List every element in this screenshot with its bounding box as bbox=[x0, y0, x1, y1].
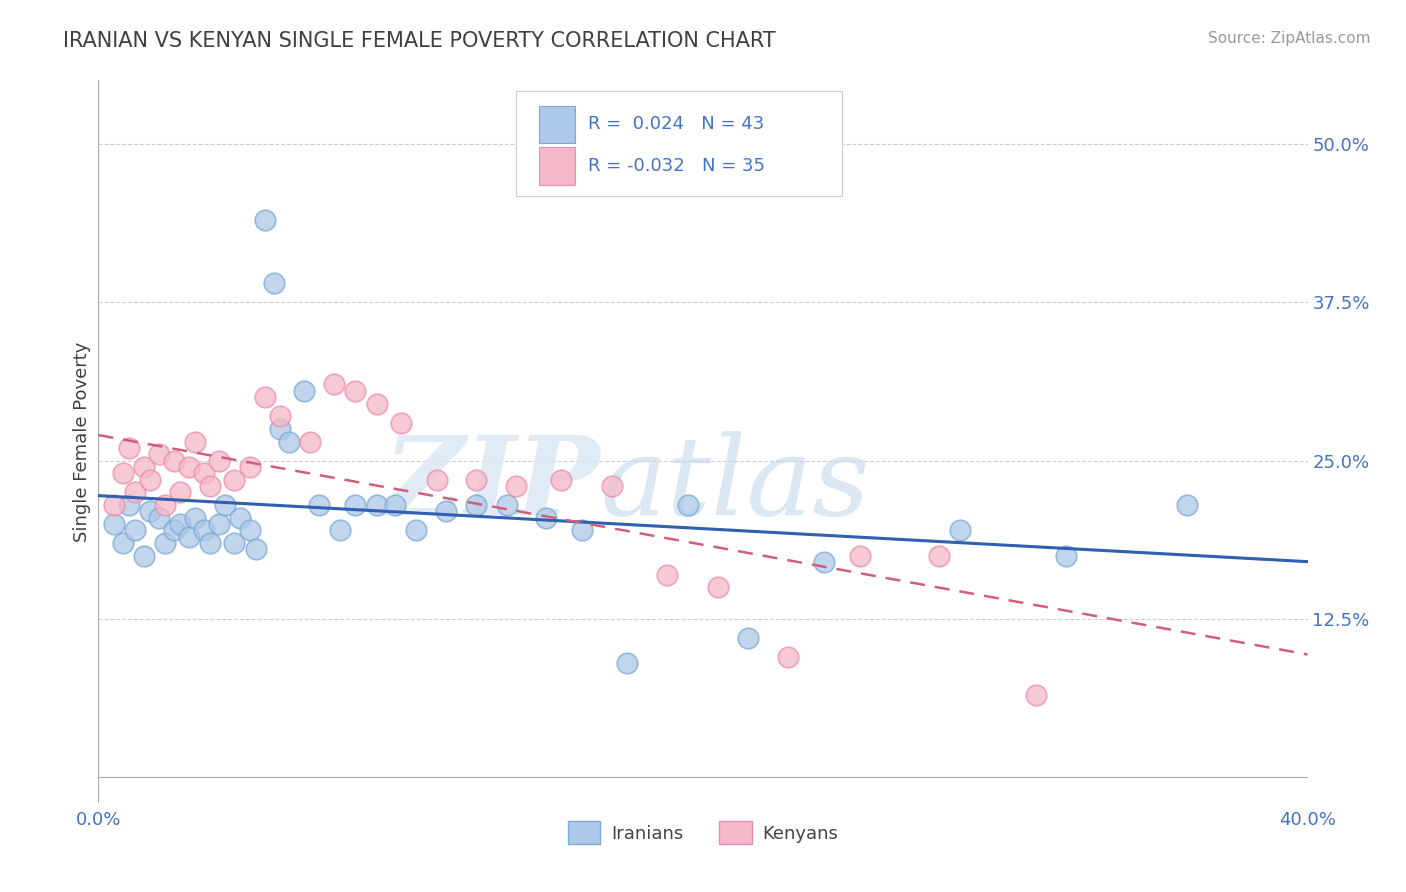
Point bbox=[214, 498, 236, 512]
Point bbox=[208, 516, 231, 531]
Point bbox=[602, 479, 624, 493]
Point bbox=[344, 384, 367, 398]
Point bbox=[253, 390, 276, 404]
Text: ZIP: ZIP bbox=[384, 431, 600, 539]
Point bbox=[928, 549, 950, 563]
Point bbox=[200, 479, 222, 493]
Point bbox=[208, 453, 231, 467]
Point bbox=[179, 530, 201, 544]
Point bbox=[253, 212, 276, 227]
Point bbox=[949, 523, 972, 537]
Point bbox=[813, 555, 835, 569]
Point bbox=[184, 434, 207, 449]
Point bbox=[263, 276, 285, 290]
Point bbox=[148, 447, 170, 461]
Text: R = -0.032   N = 35: R = -0.032 N = 35 bbox=[588, 157, 765, 175]
Point bbox=[184, 510, 207, 524]
Point bbox=[1054, 549, 1077, 563]
Point bbox=[344, 498, 367, 512]
Point bbox=[239, 459, 262, 474]
Point bbox=[179, 459, 201, 474]
Point bbox=[550, 473, 572, 487]
Point bbox=[118, 498, 141, 512]
Text: Source: ZipAtlas.com: Source: ZipAtlas.com bbox=[1208, 31, 1371, 46]
Point bbox=[132, 459, 155, 474]
Point bbox=[299, 434, 322, 449]
Point bbox=[405, 523, 427, 537]
FancyBboxPatch shape bbox=[516, 91, 842, 196]
Y-axis label: Single Female Poverty: Single Female Poverty bbox=[73, 342, 91, 541]
Point bbox=[676, 498, 699, 512]
Bar bbox=[538, 105, 575, 143]
Point bbox=[111, 467, 134, 481]
Point bbox=[239, 523, 262, 537]
Point bbox=[163, 453, 186, 467]
Point bbox=[224, 536, 246, 550]
Point bbox=[169, 516, 191, 531]
Point bbox=[292, 384, 315, 398]
Point bbox=[139, 504, 162, 518]
Point bbox=[465, 473, 488, 487]
Point bbox=[849, 549, 872, 563]
Point bbox=[737, 631, 759, 645]
Point bbox=[329, 523, 352, 537]
Point bbox=[1024, 688, 1046, 702]
Point bbox=[426, 473, 449, 487]
Point bbox=[366, 396, 388, 410]
Point bbox=[495, 498, 517, 512]
Point bbox=[148, 510, 170, 524]
Point bbox=[139, 473, 162, 487]
Point bbox=[655, 567, 678, 582]
Point bbox=[571, 523, 593, 537]
Point bbox=[111, 536, 134, 550]
Point bbox=[776, 650, 799, 665]
Point bbox=[366, 498, 388, 512]
Point bbox=[163, 523, 186, 537]
Point bbox=[153, 536, 176, 550]
Point bbox=[1175, 498, 1198, 512]
Point bbox=[193, 523, 215, 537]
Legend: Iranians, Kenyans: Iranians, Kenyans bbox=[561, 814, 845, 852]
Point bbox=[103, 516, 125, 531]
Point bbox=[534, 510, 557, 524]
Point bbox=[308, 498, 330, 512]
Point bbox=[434, 504, 457, 518]
Point bbox=[103, 498, 125, 512]
Point bbox=[193, 467, 215, 481]
Point bbox=[269, 409, 291, 424]
Point bbox=[707, 580, 730, 594]
Text: R =  0.024   N = 43: R = 0.024 N = 43 bbox=[588, 115, 765, 133]
Point bbox=[224, 473, 246, 487]
Point bbox=[323, 377, 346, 392]
Point bbox=[245, 542, 267, 557]
Text: atlas: atlas bbox=[600, 431, 870, 539]
Point bbox=[124, 485, 146, 500]
Point bbox=[124, 523, 146, 537]
Point bbox=[169, 485, 191, 500]
Bar bbox=[538, 147, 575, 185]
Point bbox=[132, 549, 155, 563]
Point bbox=[465, 498, 488, 512]
Point bbox=[616, 657, 638, 671]
Point bbox=[229, 510, 252, 524]
Point bbox=[269, 422, 291, 436]
Text: IRANIAN VS KENYAN SINGLE FEMALE POVERTY CORRELATION CHART: IRANIAN VS KENYAN SINGLE FEMALE POVERTY … bbox=[63, 31, 776, 51]
Point bbox=[389, 416, 412, 430]
Point bbox=[200, 536, 222, 550]
Point bbox=[277, 434, 299, 449]
Point bbox=[384, 498, 406, 512]
Point bbox=[153, 498, 176, 512]
Point bbox=[118, 441, 141, 455]
Point bbox=[505, 479, 527, 493]
